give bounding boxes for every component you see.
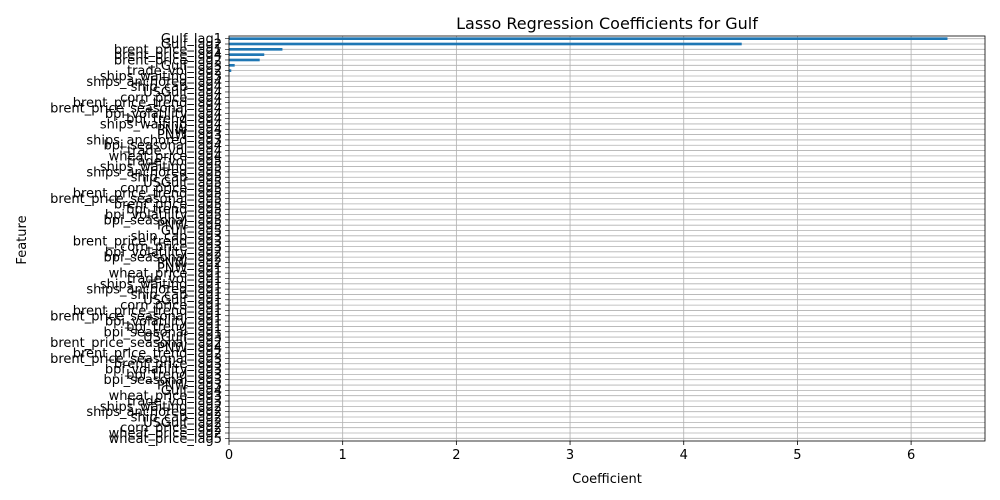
y-tick-label: USGulf_lag5 [143,176,222,191]
bar-trade-vol-lag2 [229,69,232,72]
y-tick-label: brent_price_trend_lag1 [73,304,222,319]
y-tick-label: PNW_lag3 [157,128,222,143]
x-axis-title: Coefficient [572,472,642,487]
y-tick-label: brent_price_seasonal_lag4 [50,101,222,116]
x-ticks: 0 1 2 3 4 5 6 [225,441,915,463]
y-tick-label: ships_anchored_lag5 [86,165,222,180]
x-tick-label: 3 [566,448,574,463]
y-tick-label: trade_vol_lag3 [127,395,222,410]
y-tick-label: bpi_trend_lag5 [126,203,222,218]
y-tick-label: PNW_lag4 [157,341,222,356]
y-tick-label: Gulf_lag2 [161,37,222,52]
y-tick-label: brent_price_lag4 [114,48,222,63]
plot-frame [228,35,986,442]
y-tick-label: corn_price_lag5 [120,181,222,196]
y-tick-label: ships_waiting_lag4 [100,117,222,132]
y-tick-label: brent_price_seasonal_lag1 [50,309,222,324]
y-tick-label: USGulf_lag2 [143,416,222,431]
y-tick-label: trade_vol_lag1 [127,272,222,287]
y-tick-label: ship_cap_lag1 [131,288,222,303]
y-tick-label: ships_anchored_lag1 [86,283,222,298]
y-tick-label: brent_price_lag5 [114,197,222,212]
y-tick-label: corn_price_lag2 [120,421,222,436]
y-tick-label: corn_price_lag3 [120,240,222,255]
y-tick-label: USGulf_lag3 [143,331,222,346]
y-tick-label: ships_waiting_lag3 [100,69,222,84]
y-axis-title: Feature [15,215,30,264]
y-tick-label: ships_anchored_lag3 [86,133,222,148]
y-tick-label: PNW_lag4 [157,123,222,138]
y-tick-label: brent_price_trend_lag2 [73,347,222,362]
y-tick-label: wheat_price_lag5 [109,432,222,447]
y-tick-label: ship_cap_lag5 [131,171,222,186]
y-tick-label: wheat_price_lag1 [109,267,222,282]
y-tick-label: ships_waiting_lag1 [100,277,222,292]
bar-gulf-lag2 [229,42,742,46]
y-tick-label: ship_cap_lag4 [131,80,222,95]
x-tick-label: 1 [339,448,347,463]
y-tick-label: ships_waiting_lag5 [100,160,222,175]
y-tick-label: ships_anchored_lag4 [86,75,222,90]
bar-brent-price-lag4 [229,53,265,56]
y-tick-label: bpi_trend_lag3 [126,368,222,383]
y-tick-labels: Gulf_lag1Gulf_lag2brent_price_lag1brent_… [50,32,229,447]
bar-gulf-lag3 [229,63,235,67]
y-tick-label: bpi_volatility_lag2 [105,245,222,260]
y-tick-label: bpi_volatility_lag4 [105,107,222,122]
y-tick-label: bpi_trend_lag4 [126,112,222,127]
y-tick-label: corn_price_lag1 [120,299,222,314]
y-tick-label: brent_price_seasonal_lag5 [50,192,222,207]
y-tick-label: corn_price_lag4 [120,91,222,106]
y-tick-label: PNW_lag3 [157,379,222,394]
x-tick-label: 2 [452,448,460,463]
y-tick-label: bpi_volatility_lag1 [105,315,222,330]
y-tick-label: brent_price_trend_lag3 [73,235,222,250]
y-tick-label: ship_cap_lag3 [131,229,222,244]
y-tick-label: bpi_seasonal_lag2 [104,251,223,266]
y-tick-label: Gulf_lag4 [161,384,222,399]
bar-brent-price-lag2 [229,58,260,62]
y-tick-label: Gulf_lag3 [161,59,222,74]
x-tick-label: 0 [225,448,233,463]
y-tick-label: bpi_trend_lag1 [126,320,222,335]
y-tick-label: bpi_volatility_lag5 [105,208,222,223]
y-tick-label: bpi_volatility_lag3 [105,363,222,378]
x-tick-label: 5 [793,448,801,463]
bar-brent-price-lag1 [229,47,283,51]
y-tick-label: brent_price_lag3 [114,357,222,372]
y-tick-label: brent_price_seasonal_lag3 [50,352,222,367]
y-tick-label: ships_anchored_lag2 [86,405,222,420]
y-tick-label: brent_price_lag1 [114,43,222,58]
y-tick-label: brent_price_trend_lag5 [73,187,222,202]
y-tick-label: PNW_lag1 [157,261,222,276]
y-tick-label: bpi_seasonal_lag4 [104,139,223,154]
y-tick-label: USGulf_lag1 [143,293,222,308]
y-tick-label: bpi_seasonal_lag1 [104,325,223,340]
x-tick-label: 4 [680,448,688,463]
x-tick-label: 6 [907,448,915,463]
y-tick-label: wheat_price_lag4 [109,149,222,164]
y-tick-label: brent_price_lag2 [114,53,222,68]
chart-title: Lasso Regression Coefficients for Gulf [456,14,758,33]
y-tick-label: trade_vol_lag4 [127,144,222,159]
y-tick-label: ships_waiting_lag2 [100,400,222,415]
y-tick-label: wheat_price_lag2 [109,427,222,442]
y-tick-label: PNW_lag2 [157,256,222,271]
y-tick-label: Gulf_lag5 [161,224,222,239]
y-tick-label: trade_vol_lag5 [127,155,222,170]
y-tick-label: bpi_seasonal_lag3 [104,373,223,388]
y-tick-label: Gulf_lag1 [161,32,222,47]
y-tick-label: brent_price_seasonal_lag2 [50,336,222,351]
y-tick-label: PNW_lag5 [157,219,222,234]
y-tick-label: bpi_seasonal_lag5 [104,213,223,228]
y-tick-label: USGulf_lag4 [143,85,222,100]
y-tick-label: trade_vol_lag2 [127,64,222,79]
bar-gulf-lag1 [229,37,948,40]
bars [229,37,948,72]
grid-lines [228,36,985,441]
y-tick-label: wheat_price_lag3 [109,389,222,404]
y-tick-label: ship_cap_lag2 [131,411,222,426]
y-tick-label: brent_price_trend_lag4 [73,96,222,111]
